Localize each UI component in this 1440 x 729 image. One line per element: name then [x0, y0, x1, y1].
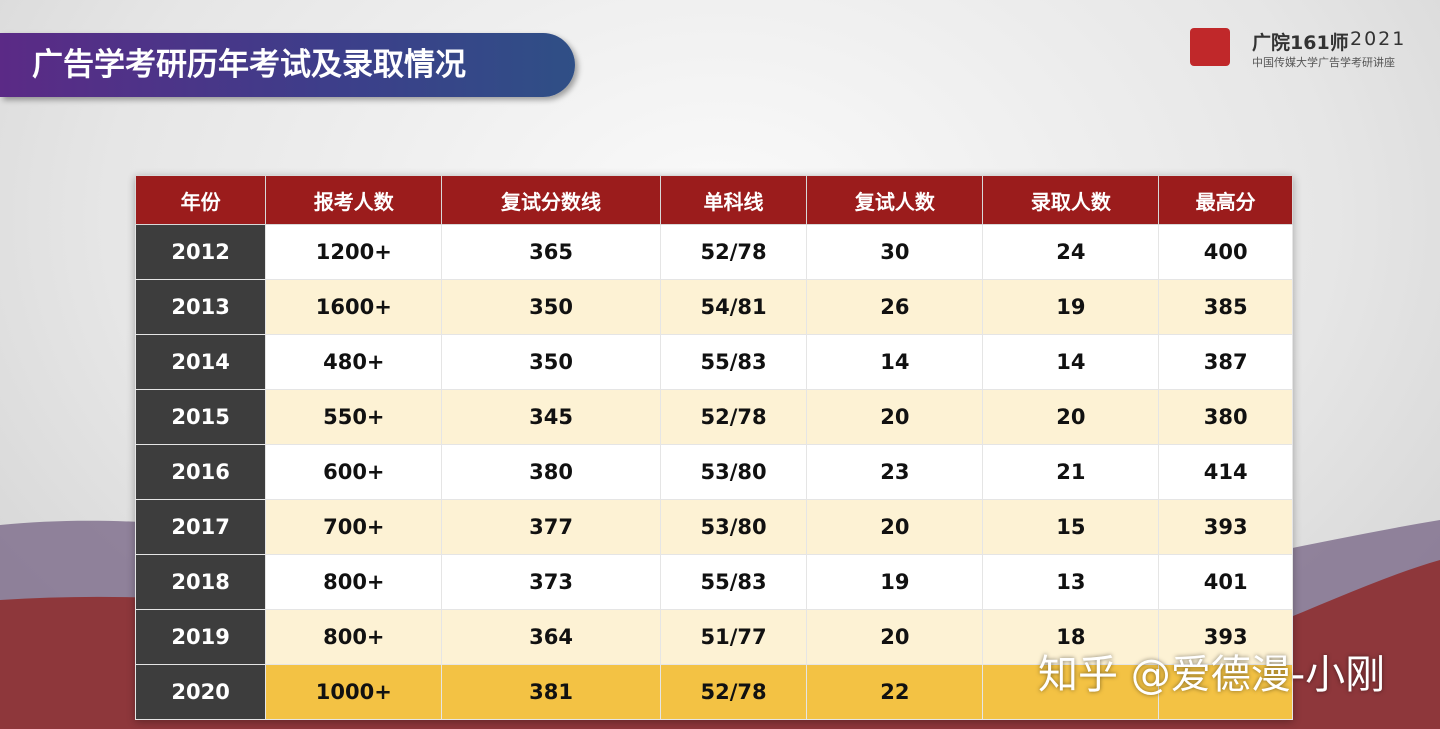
table-cell: 21 — [982, 444, 1160, 500]
table-cell — [1158, 664, 1293, 720]
table-cell: 51/77 — [659, 609, 808, 665]
table-row: 2018 800+ 373 55/83 19 13 401 — [134, 554, 1293, 610]
table-cell: 800+ — [265, 609, 443, 665]
table-cell: 22 — [806, 664, 984, 720]
table-row: 2016 600+ 380 53/80 23 21 414 — [134, 444, 1293, 500]
table-cell: 54/81 — [659, 279, 808, 335]
table-cell: 2012 — [134, 224, 267, 280]
watermark: 知乎 @爱德漫-小刚 — [1038, 652, 1386, 698]
table-cell: 377 — [441, 499, 661, 555]
table-row: 2014 480+ 350 55/83 14 14 387 — [134, 334, 1293, 390]
table-row: 2013 1600+ 350 54/81 26 19 385 — [134, 279, 1293, 335]
table-cell: 15 — [982, 499, 1160, 555]
column-header: 年份 — [134, 175, 267, 225]
column-header: 单科线 — [659, 175, 808, 225]
table-cell: 52/78 — [659, 224, 808, 280]
column-header: 最高分 — [1158, 175, 1293, 225]
table-cell: 20 — [806, 609, 984, 665]
brand: 广院161师 — [1252, 32, 1349, 54]
table-cell: 14 — [806, 334, 984, 390]
table-cell: 19 — [982, 279, 1160, 335]
table-cell: 364 — [441, 609, 661, 665]
table-cell: 381 — [441, 664, 661, 720]
brand-subtitle: 中国传媒大学广告学考研讲座 — [1252, 56, 1395, 69]
table-cell: 20 — [982, 389, 1160, 445]
table-cell: 53/80 — [659, 444, 808, 500]
table-cell: 700+ — [265, 499, 443, 555]
table-row: 2019 800+ 364 51/77 20 18 393 — [134, 609, 1293, 665]
table-cell: 53/80 — [659, 499, 808, 555]
table-cell: 14 — [982, 334, 1160, 390]
table-cell: 387 — [1158, 334, 1293, 390]
table-cell: 55/83 — [659, 554, 808, 610]
table-cell: 345 — [441, 389, 661, 445]
table-cell: 30 — [806, 224, 984, 280]
table-cell: 52/78 — [659, 664, 808, 720]
table-cell: 2019 — [134, 609, 267, 665]
table-cell: 13 — [982, 554, 1160, 610]
table-cell: 2017 — [134, 499, 267, 555]
table-row: 2012 1200+ 365 52/78 30 24 400 — [134, 224, 1293, 280]
table-cell: 414 — [1158, 444, 1293, 500]
table-cell: 52/78 — [659, 389, 808, 445]
table-cell: 26 — [806, 279, 984, 335]
table-cell: 800+ — [265, 554, 443, 610]
table-cell: 350 — [441, 279, 661, 335]
table-cell: 2013 — [134, 279, 267, 335]
table-cell: 19 — [806, 554, 984, 610]
table-cell: 400 — [1158, 224, 1293, 280]
table-cell: 480+ — [265, 334, 443, 390]
table-cell: 600+ — [265, 444, 443, 500]
table-row: 2017 700+ 377 53/80 20 15 393 — [134, 499, 1293, 555]
table-cell: 1600+ — [265, 279, 443, 335]
table-cell: 393 — [1158, 609, 1293, 665]
table-cell: 18 — [982, 609, 1160, 665]
data-table: 年份 报考人数 复试分数线 单科线 复试人数 录取人数 最高分 2012 1200+ 365 52/… — [134, 175, 1293, 720]
header-row: 年份 报考人数 复试分数线 单科线 复试人数 录取人数 最高分 — [134, 175, 1293, 225]
table-cell: 380 — [441, 444, 661, 500]
table-cell: 2015 — [134, 389, 267, 445]
table-cell: 2018 — [134, 554, 267, 610]
table-cell: 20 — [806, 499, 984, 555]
column-header: 复试分数线 — [441, 175, 661, 225]
table-cell: 2014 — [134, 334, 267, 390]
table-cell: 23 — [806, 444, 984, 500]
table-cell: 373 — [441, 554, 661, 610]
table-cell — [982, 664, 1160, 720]
table-cell: 380 — [1158, 389, 1293, 445]
table-cell: 20 — [806, 389, 984, 445]
table-cell: 1000+ — [265, 664, 443, 720]
column-header: 录取人数 — [982, 175, 1160, 225]
table-row: 2020 1000+ 381 52/78 22 — [134, 664, 1293, 720]
table-cell: 2020 — [134, 664, 267, 720]
table-cell: 401 — [1158, 554, 1293, 610]
table-cell: 24 — [982, 224, 1160, 280]
slide-title: 广告学考研历年考试及录取情况 — [0, 33, 575, 97]
year: 2021 — [1350, 28, 1407, 50]
column-header: 报考人数 — [265, 175, 443, 225]
column-header: 复试人数 — [806, 175, 984, 225]
table-cell: 2016 — [134, 444, 267, 500]
table-cell: 385 — [1158, 279, 1293, 335]
table-cell: 365 — [441, 224, 661, 280]
logo — [1190, 28, 1230, 66]
table-cell: 1200+ — [265, 224, 443, 280]
table-cell: 393 — [1158, 499, 1293, 555]
table-cell: 55/83 — [659, 334, 808, 390]
table-cell: 550+ — [265, 389, 443, 445]
table-row: 2015 550+ 345 52/78 20 20 380 — [134, 389, 1293, 445]
table-cell: 350 — [441, 334, 661, 390]
